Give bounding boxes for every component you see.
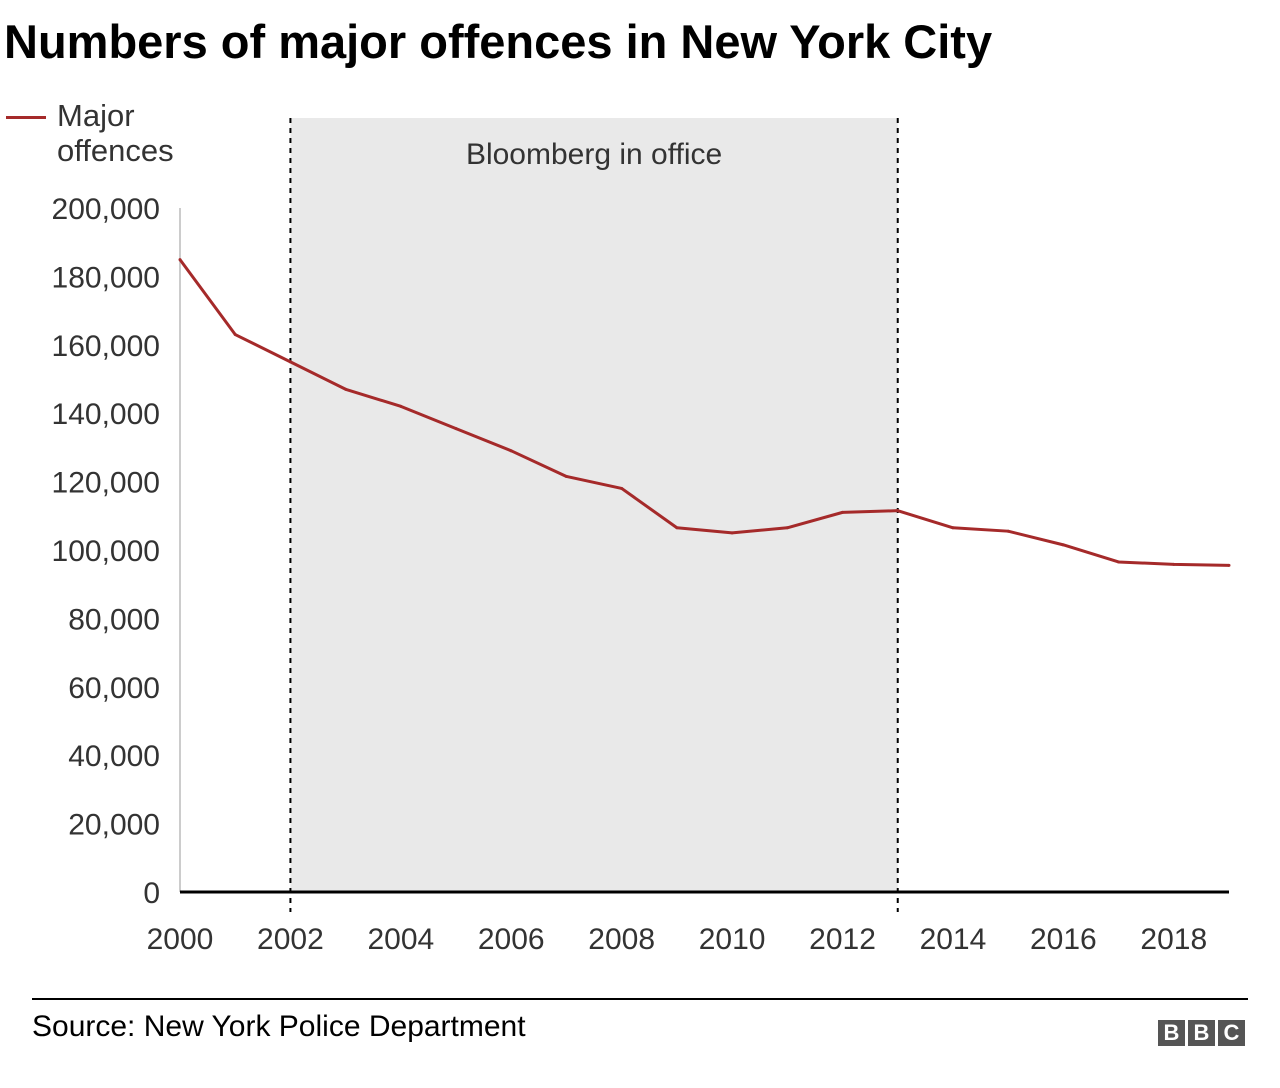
- legend-label: Major offences: [57, 98, 174, 168]
- x-tick-label: 2000: [147, 923, 214, 956]
- x-tick-label: 2010: [699, 923, 766, 956]
- x-tick-label: 2002: [257, 923, 324, 956]
- y-tick-label: 180,000: [52, 261, 160, 294]
- logo-letter: C: [1218, 1020, 1245, 1046]
- shaded-period: [290, 118, 898, 892]
- data-point: [399, 404, 403, 408]
- y-tick-label: 60,000: [68, 672, 160, 705]
- data-point: [454, 427, 458, 431]
- data-point: [675, 526, 679, 530]
- y-tick-label: 40,000: [68, 740, 160, 773]
- data-point: [564, 474, 568, 478]
- data-point: [288, 360, 292, 364]
- source-note: Source: New York Police Department: [32, 1010, 526, 1043]
- data-point: [620, 486, 624, 490]
- legend-swatch: [6, 116, 46, 119]
- y-tick-label: 160,000: [52, 330, 160, 363]
- data-point: [785, 526, 789, 530]
- series-line: [178, 258, 1230, 567]
- y-tick-label: 140,000: [52, 398, 160, 431]
- y-tick-label: 200,000: [52, 193, 160, 226]
- x-tick-label: 2012: [809, 923, 876, 956]
- data-point: [951, 526, 955, 530]
- x-tick-label: 2014: [920, 923, 987, 956]
- x-tick-label: 2004: [367, 923, 434, 956]
- x-tick-label: 2018: [1140, 923, 1207, 956]
- bbc-logo: B B C: [1158, 1020, 1245, 1046]
- logo-letter: B: [1188, 1020, 1215, 1046]
- data-point: [730, 531, 734, 535]
- y-tick-label: 0: [143, 877, 160, 910]
- y-tick-label: 120,000: [52, 467, 160, 500]
- y-tick-label: 80,000: [68, 603, 160, 636]
- data-point: [1061, 543, 1065, 547]
- data-point: [233, 333, 237, 337]
- logo-letter: B: [1158, 1020, 1185, 1046]
- x-tick-label: 2016: [1030, 923, 1097, 956]
- data-point: [509, 449, 513, 453]
- chart-title: Numbers of major offences in New York Ci…: [4, 15, 993, 68]
- y-tick-label: 20,000: [68, 809, 160, 842]
- data-point: [1227, 563, 1231, 567]
- data-point: [344, 387, 348, 391]
- footer-divider: [32, 998, 1248, 1000]
- x-tick-label: 2006: [478, 923, 545, 956]
- data-point: [1006, 529, 1010, 533]
- x-tick-label: 2008: [588, 923, 655, 956]
- data-point: [1117, 560, 1121, 564]
- y-tick-label: 100,000: [52, 535, 160, 568]
- data-point: [841, 510, 845, 514]
- shaded-period-label: Bloomberg in office: [466, 138, 722, 171]
- data-point: [896, 509, 900, 513]
- data-point: [178, 258, 182, 262]
- line-chart: Bloomberg in office 200,000 180,000 160,000…: [52, 118, 1231, 956]
- data-point: [1172, 562, 1176, 566]
